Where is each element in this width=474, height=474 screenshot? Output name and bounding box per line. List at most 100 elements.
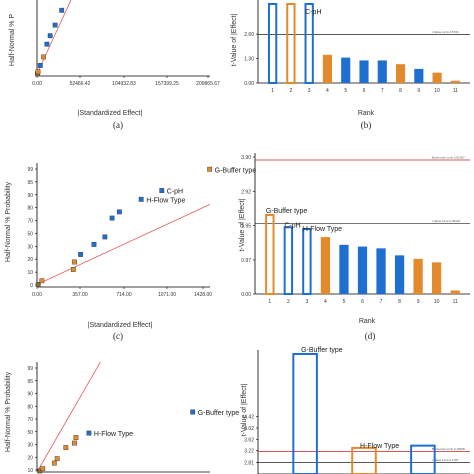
limit-label: t-Value Limit 2.5706 <box>432 30 459 34</box>
y-tick-label: 1.95 <box>241 224 251 230</box>
y-tick-label: 30 <box>27 244 33 250</box>
y-tick-label: 10 <box>27 468 33 474</box>
chart-f: t-Value of |Effect| 2.81 3.22 3.62 4.02 4.42 B… <box>241 347 470 474</box>
x-tick-label: 0.00 <box>32 292 42 298</box>
x-tick-label: 6 <box>361 299 364 305</box>
x-tick-label: 10 <box>434 88 440 94</box>
panel-caption: (d) <box>365 331 376 341</box>
x-tick-label: 9 <box>417 299 420 305</box>
data-point <box>51 460 57 466</box>
limit-label: Bonferroni Limit 3.81367 <box>432 156 465 160</box>
x-tick-label: 1 <box>271 88 274 94</box>
y-tick-label: 90 <box>27 392 33 398</box>
panel-caption: (a) <box>113 120 123 130</box>
y-tick-label: 4.02 <box>244 426 254 432</box>
chart-c: Half-Normal % Probability |Standardized E… <box>5 163 256 341</box>
y-tick-label: 90 <box>27 193 33 199</box>
point-annotation: H-Flow Type <box>146 197 185 204</box>
y-axis-label: Half-Normal % P <box>9 14 16 66</box>
bar <box>341 57 351 83</box>
bar <box>414 68 424 83</box>
x-tick-label: 2 <box>290 88 293 94</box>
bar <box>292 353 318 474</box>
x-axis-label: Rank <box>359 318 376 325</box>
bar-annotation: H-Flow Type <box>303 226 342 233</box>
y-tick-label: 1.30 <box>244 57 254 63</box>
bar-annotation: H-Flow Type <box>360 443 399 450</box>
data-point <box>35 69 41 75</box>
y-tick-label: 20 <box>27 257 33 263</box>
y-tick-label: 3.62 <box>244 437 254 443</box>
x-axis-label: |Standardized Effect| <box>78 110 143 117</box>
data-point <box>52 22 58 28</box>
x-tick-label: 209865.67 <box>196 81 220 87</box>
data-point <box>116 209 122 215</box>
y-tick-label: 95 <box>27 180 33 186</box>
limit-label: Bonferroni Limit 3.19308 <box>432 447 465 451</box>
x-tick-label: 157399.25 <box>155 81 179 87</box>
y-tick-label: 80 <box>27 206 33 212</box>
data-point <box>78 252 84 257</box>
x-tick-label: 5 <box>344 88 347 94</box>
y-tick-label: 4.42 <box>244 415 254 421</box>
data-point <box>70 267 76 272</box>
data-point <box>41 54 46 60</box>
panel-caption: (c) <box>113 331 123 341</box>
bar <box>304 3 314 84</box>
x-tick-label: 714.00 <box>116 292 132 298</box>
x-tick-label: 9 <box>417 88 420 94</box>
y-tick-label: 2.60 <box>244 32 254 38</box>
chart-d: t-Value of |Effect| Rank (d) 0.00 0.97 1.95 2.… <box>239 153 470 341</box>
y-tick-label: 3.90 <box>241 155 251 161</box>
y-tick-label: 0.00 <box>241 292 251 298</box>
point-annotation: C-pH <box>167 189 183 196</box>
bar <box>377 60 387 83</box>
bar <box>450 290 460 294</box>
y-tick-label: 0.97 <box>241 258 251 264</box>
data-point <box>72 259 77 265</box>
data-point <box>91 242 97 247</box>
point-annotation: G-Buffer type <box>215 167 257 174</box>
y-tick-label: 99 <box>27 167 33 173</box>
bar <box>322 54 333 83</box>
data-point <box>102 234 108 240</box>
data-point <box>190 409 196 415</box>
y-tick-label: 30 <box>27 443 33 449</box>
fit-line <box>36 361 101 473</box>
y-axis-label: t-Value of |Effect| <box>231 13 238 66</box>
limit-label: t-Value Limit 2.00100 <box>432 219 460 223</box>
x-tick-label: 0.00 <box>32 81 42 87</box>
point-annotation: H-Flow Type <box>94 431 133 438</box>
data-point <box>86 430 92 436</box>
bar <box>359 60 369 83</box>
data-point <box>72 440 77 446</box>
y-tick-label: 10 <box>27 270 33 276</box>
y-tick-label: 50 <box>27 430 33 436</box>
bar <box>413 258 423 294</box>
data-point <box>138 196 144 202</box>
bar <box>339 244 349 294</box>
data-point <box>159 188 165 193</box>
data-point <box>44 41 50 47</box>
x-tick-label: 1071.00 <box>158 292 176 298</box>
bar <box>265 213 275 295</box>
x-tick-label: 5 <box>343 299 346 305</box>
x-tick-label: 3 <box>306 299 309 305</box>
x-tick-label: 10 <box>434 299 440 305</box>
y-axis-label: Half-Normal % Probability <box>5 371 12 452</box>
data-point <box>59 7 65 13</box>
bar <box>286 3 296 84</box>
bar <box>376 248 386 294</box>
y-axis-label: Half-Normal % Probability <box>5 181 12 262</box>
bar-annotation: G-Buffer type <box>266 208 308 215</box>
y-tick-label: 0.00 <box>244 81 254 87</box>
chart-a: Half-Normal % P |Standardized Effect| (a) 0… <box>9 0 220 130</box>
x-tick-label: 104932.83 <box>112 81 136 87</box>
x-tick-label: 52466.42 <box>70 81 91 87</box>
panel-caption: (b) <box>361 120 372 130</box>
data-point <box>54 456 60 462</box>
chart-e: Half-Normal % Probability 10 20 30 50 70 80 90 9… <box>5 361 239 474</box>
bar <box>395 64 406 83</box>
data-point <box>63 445 69 450</box>
